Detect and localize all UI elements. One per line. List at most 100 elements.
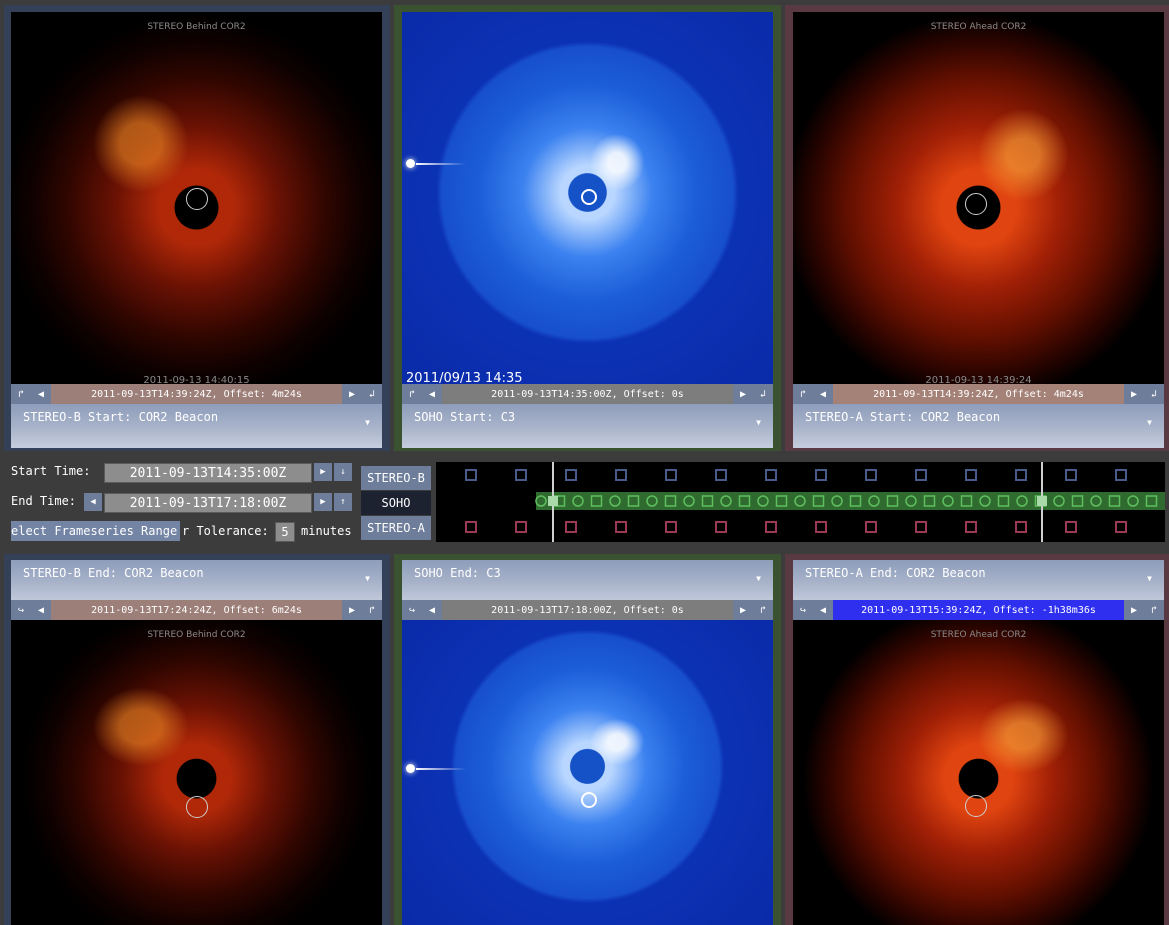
last-frame-icon[interactable]: ↱ <box>759 604 767 616</box>
start-frame-selected <box>548 496 558 506</box>
last-frame-icon[interactable]: ↲ <box>759 388 767 400</box>
stereo-a-frame-marker <box>565 521 577 533</box>
coronagraph-image-stereo-b-start: STEREO Behind COR2 2011-09-13 14:40:15 <box>11 12 382 388</box>
stereo-b-frame-marker <box>515 469 527 481</box>
stereo-a-frame-marker <box>715 521 727 533</box>
left-arrow-icon[interactable]: ◀ <box>428 604 436 616</box>
right-arrow-icon[interactable]: ▶ <box>1130 604 1138 616</box>
stereo-b-frame-marker <box>965 469 977 481</box>
left-arrow-icon[interactable]: ◀ <box>428 388 436 400</box>
soho-frame-marker <box>1071 495 1084 507</box>
first-frame-icon[interactable]: ↱ <box>799 388 807 400</box>
soho-frame-marker <box>849 495 862 507</box>
frame-control-bar: ↪ ◀ 2011-09-13T15:39:24Z, Offset: -1h38m… <box>793 600 1164 620</box>
down-arrow-icon[interactable]: ↓ <box>334 463 352 481</box>
source-selector-label: STEREO-A Start: COR2 Beacon <box>805 410 1001 424</box>
right-arrow-icon[interactable]: ▶ <box>739 604 747 616</box>
left-arrow-icon[interactable]: ◀ <box>84 493 102 511</box>
coronagraph-image-stereo-b-end: STEREO Behind COR2 <box>11 620 382 925</box>
source-selector[interactable]: STEREO-A End: COR2 Beacon ▼ <box>793 560 1164 604</box>
frame-timeline[interactable] <box>436 462 1165 542</box>
up-arrow-icon[interactable]: ↑ <box>334 493 352 511</box>
comet-tail <box>416 768 466 770</box>
frame-control-bar: ↪ ◀ 2011-09-13T17:18:00Z, Offset: 0s ▶ ↱ <box>402 600 773 620</box>
right-arrow-icon[interactable]: ▶ <box>348 388 356 400</box>
end-time-field[interactable]: 2011-09-13T17:18:00Z <box>104 493 312 513</box>
sun-circle-icon <box>965 795 987 817</box>
soho-frame-marker <box>683 495 695 507</box>
right-arrow-icon[interactable]: ▶ <box>1130 388 1138 400</box>
right-arrow-icon[interactable]: ▶ <box>348 604 356 616</box>
last-frame-icon[interactable]: ↱ <box>1150 604 1158 616</box>
source-selector[interactable]: SOHO Start: C3 ▼ <box>402 404 773 448</box>
right-arrow-icon[interactable]: ▶ <box>314 463 332 481</box>
soho-frame-marker <box>627 495 640 507</box>
last-frame-icon[interactable]: ↲ <box>1150 388 1158 400</box>
stereo-b-frame-marker <box>865 469 877 481</box>
soho-frame-marker <box>1016 495 1028 507</box>
source-selector-label: STEREO-B Start: COR2 Beacon <box>23 410 219 424</box>
right-arrow-icon[interactable]: ▶ <box>314 493 332 511</box>
tolerance-label: r Tolerance: <box>182 524 269 538</box>
panel-stereo-b-start: STEREO Behind COR2 2011-09-13 14:40:15 ↱… <box>4 5 390 451</box>
comet-icon <box>406 764 415 773</box>
stereo-b-frame-marker <box>915 469 927 481</box>
stereo-a-frame-marker <box>815 521 827 533</box>
end-frame-selected <box>1037 496 1047 506</box>
source-selector[interactable]: STEREO-B End: COR2 Beacon ▼ <box>11 560 382 604</box>
panel-soho-start: 2011/09/13 14:35 ↱ ◀ 2011-09-13T14:35:00… <box>394 5 781 451</box>
panel-stereo-a-start: STEREO Ahead COR2 2011-09-13 14:39:24 ↱ … <box>785 5 1169 451</box>
soho-frame-marker <box>905 495 917 507</box>
coronagraph-image-stereo-a-end: STEREO Ahead COR2 <box>793 620 1164 925</box>
source-selector[interactable]: STEREO-A Start: COR2 Beacon ▼ <box>793 404 1164 448</box>
last-frame-icon[interactable]: ↱ <box>368 604 376 616</box>
source-selector[interactable]: SOHO End: C3 ▼ <box>402 560 773 604</box>
first-frame-icon[interactable]: ↪ <box>799 604 807 616</box>
image-date: 2011-09-13 14:39:24 <box>925 375 1032 386</box>
first-frame-icon[interactable]: ↪ <box>408 604 416 616</box>
frame-timestamp: 2011-09-13T14:35:00Z, Offset: 0s <box>442 384 733 404</box>
source-selector-label: SOHO End: C3 <box>414 566 501 580</box>
soho-frame-marker <box>979 495 991 507</box>
start-time-field[interactable]: 2011-09-13T14:35:00Z <box>104 463 312 483</box>
comet-tail <box>416 163 466 165</box>
stereo-a-frame-marker <box>465 521 477 533</box>
sun-circle-icon <box>581 189 597 205</box>
stereo-a-frame-marker <box>615 521 627 533</box>
chevron-down-icon: ▼ <box>1147 418 1152 427</box>
right-arrow-icon[interactable]: ▶ <box>739 388 747 400</box>
soho-frame-marker <box>572 495 584 507</box>
sun-circle-icon <box>186 796 208 818</box>
frame-control-bar: ↱ ◀ 2011-09-13T14:39:24Z, Offset: 4m24s … <box>11 384 382 404</box>
first-frame-icon[interactable]: ↪ <box>17 604 25 616</box>
frame-timestamp: 2011-09-13T17:24:24Z, Offset: 6m24s <box>51 600 342 620</box>
chevron-down-icon: ▼ <box>756 418 761 427</box>
first-frame-icon[interactable]: ↱ <box>17 388 25 400</box>
source-selector[interactable]: STEREO-B Start: COR2 Beacon ▼ <box>11 404 382 448</box>
panel-stereo-b-end: STEREO-B End: COR2 Beacon ▼ ↪ ◀ 2011-09-… <box>4 554 390 925</box>
left-arrow-icon[interactable]: ◀ <box>819 388 827 400</box>
timeline-label-stereo-a: STEREO-A <box>361 516 431 540</box>
image-date: 2011-09-13 14:40:15 <box>143 375 250 386</box>
stereo-a-frame-marker <box>1065 521 1077 533</box>
soho-frame-marker <box>923 495 936 507</box>
image-label: STEREO Ahead COR2 <box>930 630 1027 640</box>
soho-frame-marker <box>1108 495 1121 507</box>
left-arrow-icon[interactable]: ◀ <box>37 388 45 400</box>
first-frame-icon[interactable]: ↱ <box>408 388 416 400</box>
sun-circle-icon <box>581 792 597 808</box>
select-frameseries-range-button[interactable]: elect Frameseries Range <box>11 521 180 541</box>
stereo-b-frame-marker <box>615 469 627 481</box>
chevron-down-icon: ▼ <box>1147 574 1152 583</box>
frame-control-bar: ↱ ◀ 2011-09-13T14:35:00Z, Offset: 0s ▶ ↲ <box>402 384 773 404</box>
last-frame-icon[interactable]: ↲ <box>368 388 376 400</box>
image-date: 2011/09/13 14:35 <box>406 371 523 386</box>
comet-icon <box>406 159 415 168</box>
tolerance-field[interactable]: 5 <box>275 522 295 542</box>
source-selector-label: SOHO Start: C3 <box>414 410 516 424</box>
frame-timestamp: 2011-09-13T15:39:24Z, Offset: -1h38m36s <box>833 600 1124 620</box>
left-arrow-icon[interactable]: ◀ <box>819 604 827 616</box>
left-arrow-icon[interactable]: ◀ <box>37 604 45 616</box>
soho-frame-marker <box>1090 495 1102 507</box>
stereo-b-frame-marker <box>465 469 477 481</box>
